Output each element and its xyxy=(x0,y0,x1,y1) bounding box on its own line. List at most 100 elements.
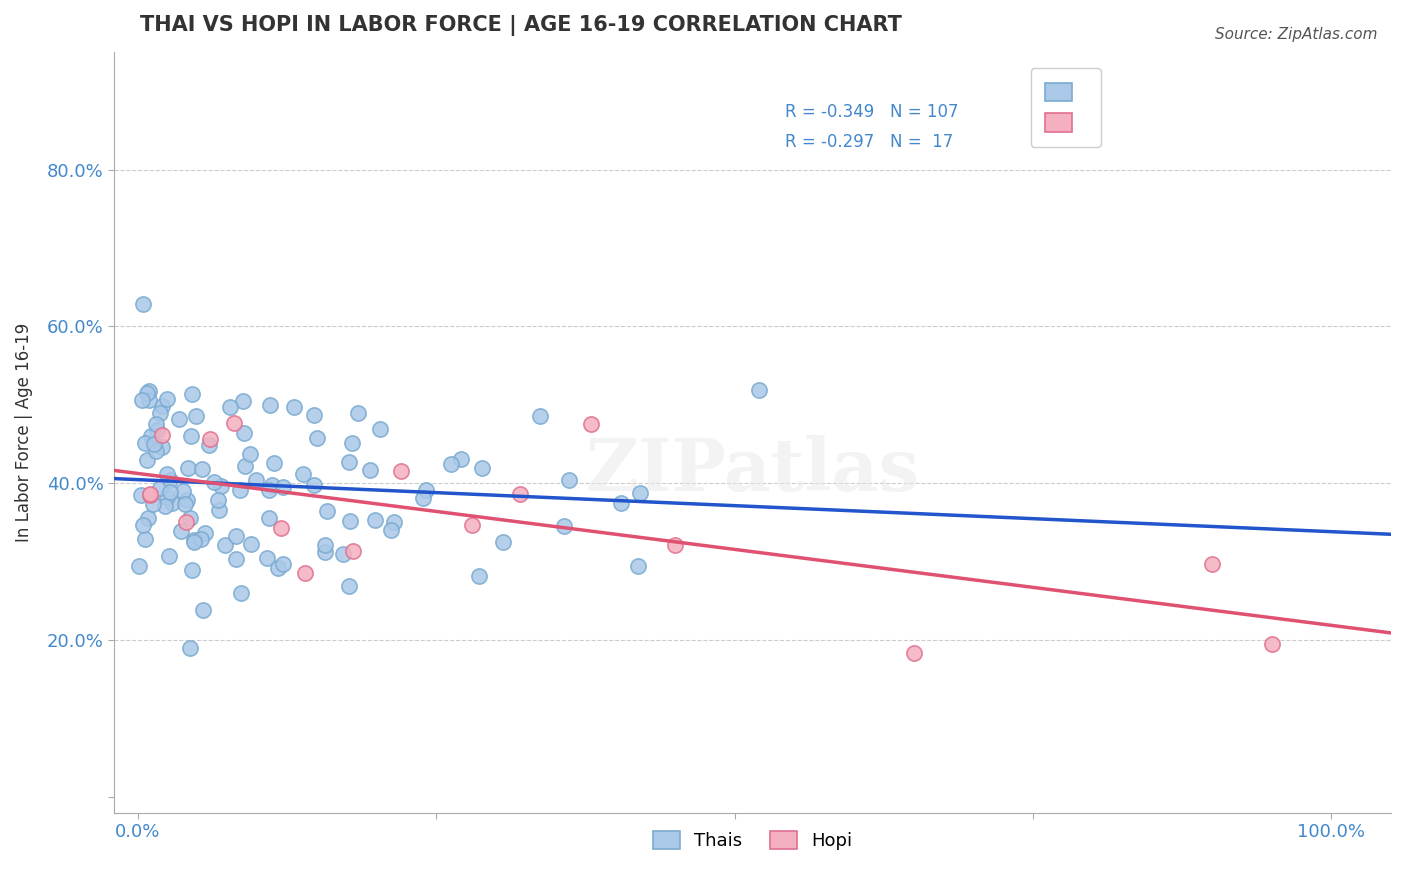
Point xyxy=(380,523,402,537)
Point xyxy=(305,431,328,445)
Point xyxy=(190,532,212,546)
Point xyxy=(283,400,305,414)
Point xyxy=(183,535,205,549)
Point xyxy=(153,499,176,513)
Point xyxy=(231,586,253,600)
Point xyxy=(257,483,280,498)
Point xyxy=(342,543,364,558)
Point xyxy=(263,456,285,470)
Point xyxy=(131,297,153,311)
Point xyxy=(492,534,515,549)
Point xyxy=(143,436,166,450)
Point xyxy=(225,528,247,542)
Point xyxy=(664,538,686,552)
Point xyxy=(259,398,281,412)
Point xyxy=(129,488,152,502)
Text: R = -0.349   N = 107: R = -0.349 N = 107 xyxy=(785,103,957,120)
Point xyxy=(207,493,229,508)
Point xyxy=(222,417,245,431)
Point xyxy=(198,432,221,446)
Point xyxy=(176,492,198,507)
Point xyxy=(183,533,205,547)
Point xyxy=(529,409,551,423)
Point xyxy=(256,551,278,566)
Point xyxy=(347,407,370,421)
Point xyxy=(304,478,326,492)
Text: R = -0.297   N =  17: R = -0.297 N = 17 xyxy=(785,133,953,151)
Point xyxy=(202,475,225,489)
Point xyxy=(232,393,254,408)
Point xyxy=(181,563,204,577)
Point xyxy=(141,429,163,443)
Point xyxy=(461,518,484,533)
Point xyxy=(176,461,198,475)
Point xyxy=(267,561,290,575)
Point xyxy=(225,552,247,566)
Point xyxy=(337,579,360,593)
Point xyxy=(903,646,925,660)
Point xyxy=(294,566,316,580)
Point xyxy=(257,510,280,524)
Point xyxy=(337,455,360,469)
Point xyxy=(131,392,153,407)
Point xyxy=(332,547,354,561)
Point xyxy=(271,480,294,494)
Point xyxy=(748,383,770,397)
Point xyxy=(139,488,162,502)
Point xyxy=(558,473,581,487)
Point xyxy=(150,427,173,442)
Point xyxy=(150,399,173,413)
Point xyxy=(197,438,219,452)
Point xyxy=(172,483,194,498)
Legend: , : , xyxy=(1031,69,1101,147)
Point xyxy=(389,464,412,478)
Point xyxy=(142,497,165,511)
Point xyxy=(245,473,267,487)
Point xyxy=(363,513,385,527)
Point xyxy=(218,400,240,414)
Point xyxy=(159,474,181,488)
Point xyxy=(156,490,179,504)
Point xyxy=(509,487,531,501)
Point xyxy=(415,483,437,497)
Point xyxy=(134,435,156,450)
Point xyxy=(157,549,180,563)
Point xyxy=(314,545,336,559)
Point xyxy=(194,526,217,541)
Point xyxy=(128,559,150,574)
Point xyxy=(149,406,172,420)
Point xyxy=(208,503,231,517)
Point xyxy=(190,462,212,476)
Point xyxy=(180,386,202,401)
Point xyxy=(170,524,193,538)
Point xyxy=(292,467,315,481)
Point xyxy=(233,459,256,474)
Point xyxy=(184,409,207,424)
Point xyxy=(193,603,215,617)
Point xyxy=(136,386,159,401)
Point xyxy=(270,521,292,535)
Point xyxy=(209,479,232,493)
Point xyxy=(239,447,262,461)
Point xyxy=(214,538,236,552)
Y-axis label: In Labor Force | Age 16-19: In Labor Force | Age 16-19 xyxy=(15,323,32,542)
Point xyxy=(134,532,156,546)
Point xyxy=(260,478,283,492)
Point xyxy=(471,460,494,475)
Point xyxy=(156,392,179,406)
Point xyxy=(180,428,202,442)
Text: Source: ZipAtlas.com: Source: ZipAtlas.com xyxy=(1215,27,1378,42)
Point xyxy=(382,515,405,529)
Point xyxy=(240,537,263,551)
Point xyxy=(273,557,295,571)
Point xyxy=(156,467,179,482)
Point xyxy=(314,538,336,552)
Point xyxy=(627,558,650,573)
Point xyxy=(450,451,472,466)
Point xyxy=(315,504,337,518)
Point xyxy=(1201,557,1223,571)
Point xyxy=(167,412,190,426)
Point xyxy=(159,485,181,500)
Point xyxy=(145,423,167,437)
Point xyxy=(340,435,363,450)
